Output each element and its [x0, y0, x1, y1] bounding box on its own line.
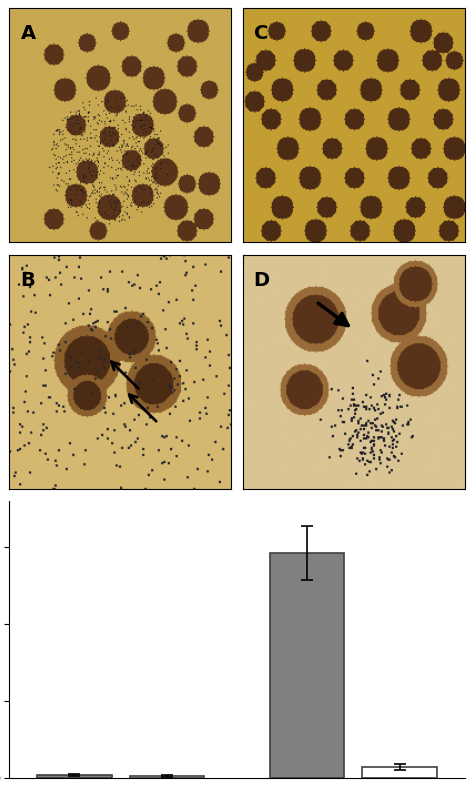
Bar: [130, 777, 204, 778]
Bar: [37, 775, 112, 778]
Text: A: A: [20, 24, 36, 43]
Bar: [270, 553, 344, 778]
Text: C: C: [254, 24, 268, 43]
Text: B: B: [20, 271, 36, 290]
Bar: [362, 766, 437, 778]
Text: D: D: [254, 271, 270, 290]
